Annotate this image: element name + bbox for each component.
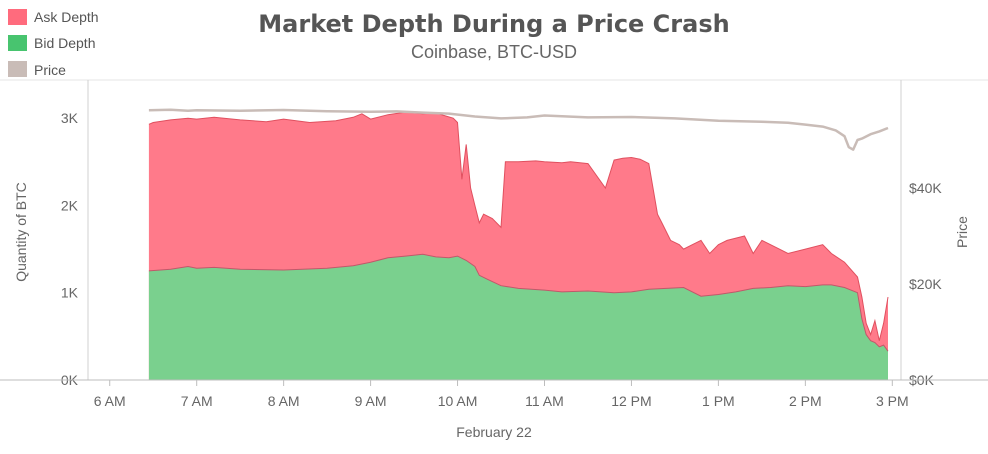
legend-swatch-price	[8, 61, 27, 77]
bid-depth-area	[148, 254, 888, 380]
bid-depth-line	[148, 253, 889, 352]
ask-depth-line	[148, 111, 889, 341]
x-tick-label: 1 PM	[702, 393, 735, 409]
legend-label-price: Price	[34, 62, 66, 78]
y2-tick-label: $40K	[909, 180, 942, 196]
x-tick-label: 6 AM	[94, 393, 126, 409]
y-tick-label: 2K	[61, 197, 79, 213]
y-axis-label: Quantity of BTC	[13, 182, 29, 282]
y-tick-label: 3K	[61, 110, 79, 126]
x-tick-label: 11 AM	[525, 393, 564, 409]
chart-title: Market Depth During a Price Crash	[258, 10, 729, 38]
y2-axis-ticks: $0K$20K$40K	[909, 180, 942, 388]
x-tick-label: 8 AM	[268, 393, 300, 409]
x-tick-label: 3 PM	[876, 393, 909, 409]
legend-swatch-bid	[8, 35, 27, 51]
x-tick-label: 9 AM	[355, 393, 387, 409]
legend-label-bid: Bid Depth	[34, 35, 95, 51]
x-axis-ticks: 6 AM 7 AM 8 AM 9 AM 10 AM 11 AM 12 PM 1 PM 2 PM 3…	[94, 380, 909, 409]
legend-label-ask: Ask Depth	[34, 9, 99, 25]
x-tick-label: 10 AM	[438, 393, 478, 409]
x-axis-label: February 22	[456, 424, 532, 440]
plot-areas	[148, 108, 889, 380]
x-tick-label: 2 PM	[789, 393, 822, 409]
price-line	[148, 108, 889, 151]
y2-axis-label: Price	[954, 216, 970, 248]
legend: Ask Depth Bid Depth Price	[8, 9, 99, 78]
legend-swatch-ask	[8, 9, 27, 25]
chart-subtitle: Coinbase, BTC-USD	[411, 42, 577, 62]
x-tick-label: 12 PM	[611, 393, 651, 409]
y-tick-label: 1K	[61, 285, 79, 301]
x-tick-label: 7 AM	[181, 393, 213, 409]
y2-tick-label: $20K	[909, 276, 942, 292]
